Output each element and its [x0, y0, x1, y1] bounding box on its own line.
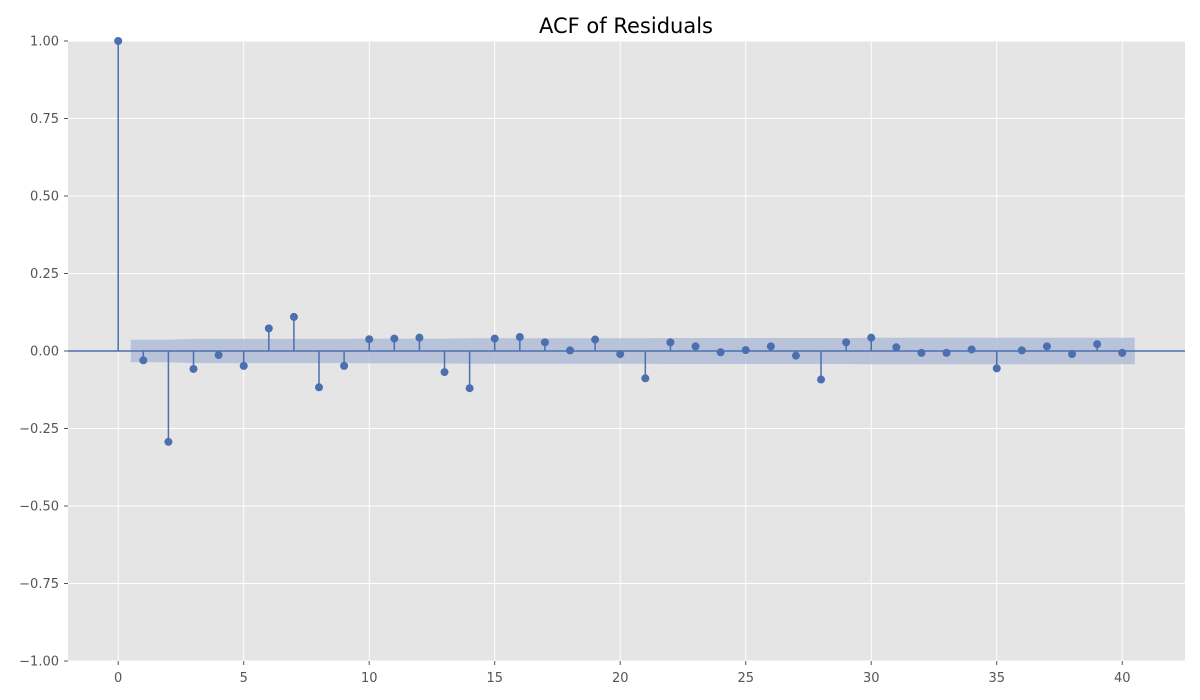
acf-point-lag-10 — [365, 335, 374, 344]
acf-point-lag-8 — [315, 383, 324, 392]
x-axis-ticks: 0 5 10 15 20 25 30 35 40 — [114, 661, 1131, 686]
acf-point-lag-23 — [691, 342, 700, 351]
stem-layer — [114, 37, 1127, 446]
x-tick-label-7: 35 — [988, 671, 1005, 686]
x-tick-label-5: 25 — [737, 671, 754, 686]
acf-point-lag-9 — [340, 361, 349, 370]
acf-point-lag-26 — [766, 342, 775, 351]
acf-point-lag-24 — [716, 348, 725, 357]
acf-point-lag-1 — [139, 356, 148, 365]
acf-point-lag-6 — [264, 324, 273, 333]
x-tick-label-4: 20 — [612, 671, 629, 686]
acf-point-lag-12 — [415, 333, 424, 342]
acf-point-lag-40 — [1118, 348, 1127, 357]
acf-point-lag-27 — [791, 351, 800, 360]
y-tick-label-7: 0.75 — [30, 112, 59, 127]
acf-point-lag-15 — [490, 334, 499, 343]
acf-point-lag-19 — [591, 335, 600, 344]
acf-point-lag-22 — [666, 338, 675, 347]
y-tick-label-0: −1.00 — [19, 655, 59, 670]
x-tick-label-2: 10 — [361, 671, 378, 686]
acf-point-lag-20 — [616, 350, 625, 359]
chart-title: ACF of Residuals — [539, 14, 713, 38]
acf-point-lag-18 — [566, 346, 575, 355]
acf-point-lag-28 — [817, 375, 826, 384]
acf-point-lag-11 — [390, 334, 399, 343]
acf-point-lag-25 — [741, 346, 750, 355]
acf-point-lag-2 — [164, 437, 173, 446]
y-axis-ticks: −1.00 −0.75 −0.50 −0.25 0.00 0.25 0.50 0.75 1.00 — [19, 35, 68, 670]
acf-point-lag-35 — [992, 364, 1001, 373]
y-tick-label-1: −0.75 — [19, 577, 59, 592]
y-tick-label-6: 0.50 — [30, 190, 59, 205]
acf-point-lag-31 — [892, 343, 901, 352]
acf-point-lag-21 — [641, 374, 650, 383]
x-tick-label-0: 0 — [114, 671, 122, 686]
acf-point-lag-3 — [189, 364, 198, 373]
acf-point-lag-4 — [214, 351, 223, 360]
acf-point-lag-7 — [289, 312, 298, 321]
x-tick-label-1: 5 — [240, 671, 248, 686]
acf-point-lag-29 — [842, 338, 851, 347]
y-tick-label-8: 1.00 — [30, 35, 59, 50]
acf-point-lag-38 — [1068, 350, 1077, 359]
acf-point-lag-17 — [540, 338, 549, 347]
acf-point-lag-32 — [917, 348, 926, 357]
acf-point-lag-36 — [1017, 346, 1026, 355]
acf-point-lag-33 — [942, 348, 951, 357]
acf-point-lag-5 — [239, 361, 248, 370]
x-tick-label-8: 40 — [1114, 671, 1131, 686]
acf-point-lag-34 — [967, 345, 976, 354]
acf-point-lag-14 — [465, 384, 474, 393]
acf-point-lag-16 — [515, 333, 524, 342]
y-tick-label-5: 0.25 — [30, 267, 59, 282]
acf-point-lag-13 — [440, 368, 449, 377]
acf-point-lag-37 — [1042, 342, 1051, 351]
y-tick-label-4: 0.00 — [30, 345, 59, 360]
y-tick-label-2: −0.50 — [19, 500, 59, 515]
x-tick-label-6: 30 — [863, 671, 880, 686]
x-tick-label-3: 15 — [486, 671, 503, 686]
y-tick-label-3: −0.25 — [19, 422, 59, 437]
acf-point-lag-39 — [1093, 340, 1102, 349]
acf-point-lag-30 — [867, 333, 876, 342]
acf-point-lag-0 — [114, 37, 123, 45]
